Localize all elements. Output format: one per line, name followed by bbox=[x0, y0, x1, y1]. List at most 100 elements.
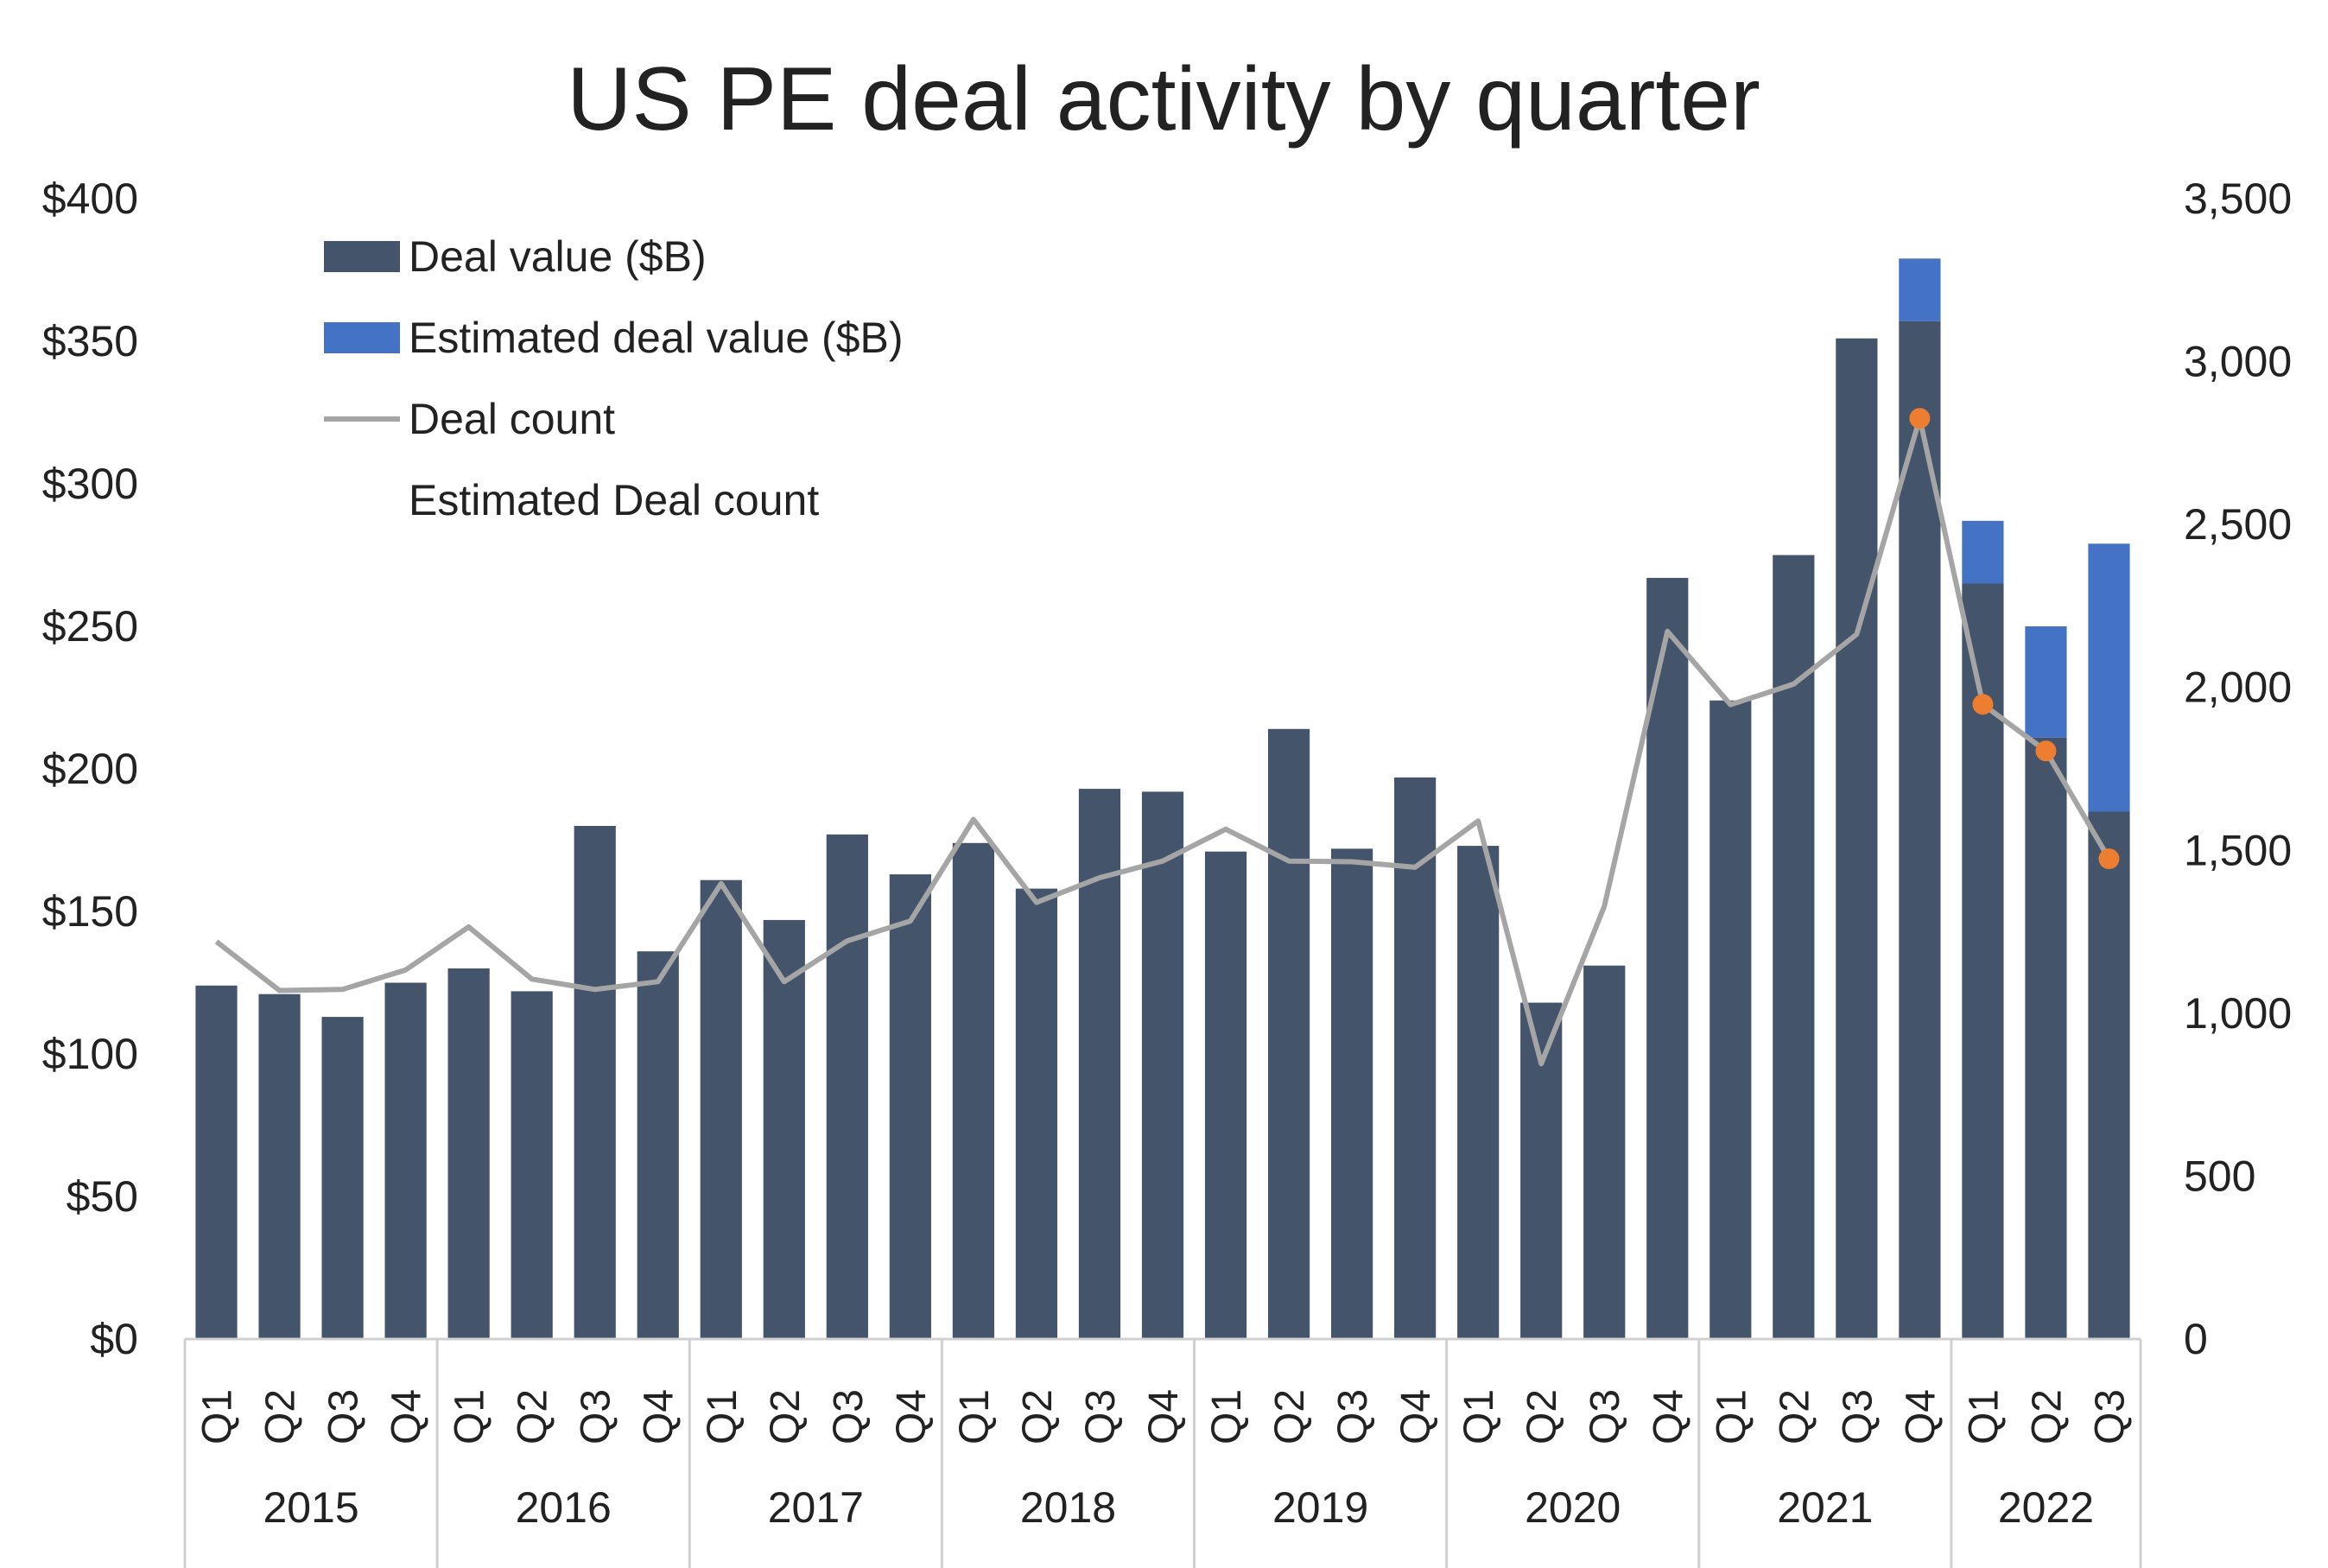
legend-label: Deal count bbox=[409, 395, 615, 443]
deal-value-bar bbox=[1646, 577, 1689, 1339]
quarter-tick-label: Q4 bbox=[889, 1389, 935, 1444]
year-tick-label: 2016 bbox=[516, 1483, 612, 1532]
quarter-tick-label: Q3 bbox=[1583, 1389, 1628, 1444]
left-tick-label: $250 bbox=[42, 602, 138, 651]
year-tick-label: 2015 bbox=[263, 1483, 358, 1532]
deal-value-bar bbox=[2088, 811, 2130, 1339]
deal-value-bar bbox=[1267, 728, 1310, 1339]
right-axis: 0 500 1,000 1,500 2,000 2,500 3,000 3,500 bbox=[2184, 175, 2292, 1363]
deal-value-bar bbox=[321, 1017, 364, 1339]
right-tick-label: 500 bbox=[2184, 1152, 2255, 1200]
legend-label: Estimated Deal count bbox=[409, 476, 819, 524]
quarter-tick-label: Q2 bbox=[1267, 1389, 1313, 1444]
quarter-tick-label: Q1 bbox=[195, 1389, 241, 1444]
deal-value-bar bbox=[1583, 965, 1626, 1339]
quarter-tick-label: Q3 bbox=[321, 1389, 367, 1444]
left-tick-label: $50 bbox=[67, 1172, 138, 1221]
estimated-bars bbox=[1899, 258, 2130, 812]
right-tick-label: 0 bbox=[2184, 1315, 2208, 1363]
deal-value-bar bbox=[195, 985, 238, 1339]
deal-value-bar bbox=[1710, 700, 1752, 1339]
estimated-deal-count-marker bbox=[2098, 848, 2120, 870]
right-tick-label: 2,000 bbox=[2184, 663, 2292, 712]
legend-label: Deal value ($B) bbox=[409, 232, 707, 281]
estimated-deal-count-marker bbox=[1909, 408, 1931, 429]
chart-title: US PE deal activity by quarter bbox=[567, 49, 1760, 149]
year-tick-label: 2018 bbox=[1020, 1483, 1116, 1532]
quarter-tick-label: Q3 bbox=[2087, 1389, 2133, 1444]
year-tick-label: 2021 bbox=[1777, 1483, 1873, 1532]
deal-value-bar bbox=[1015, 888, 1058, 1339]
year-tick-label: 2022 bbox=[1998, 1483, 2094, 1532]
quarter-tick-label: Q1 bbox=[1961, 1389, 2007, 1444]
deal-value-bar bbox=[447, 968, 490, 1339]
estimated-deal-count-markers bbox=[1909, 408, 2120, 870]
deal-value-bar bbox=[826, 834, 868, 1339]
quarter-tick-label: Q2 bbox=[1015, 1389, 1061, 1444]
estimated-deal-value-bar bbox=[1962, 520, 2004, 584]
deal-value-bar bbox=[1330, 848, 1373, 1339]
right-tick-label: 2,500 bbox=[2184, 500, 2292, 549]
deal-value-bar bbox=[1520, 1002, 1563, 1339]
deal-value-bar bbox=[952, 842, 995, 1339]
deal-value-bar bbox=[1457, 846, 1500, 1339]
quarter-tick-label: Q2 bbox=[258, 1389, 304, 1444]
deal-value-bar bbox=[384, 982, 427, 1339]
deal-value-bar bbox=[763, 919, 805, 1339]
quarter-tick-label: Q3 bbox=[1078, 1389, 1124, 1444]
left-tick-label: $100 bbox=[42, 1030, 138, 1078]
deal-value-bar bbox=[258, 993, 301, 1339]
left-tick-label: $150 bbox=[42, 887, 138, 936]
right-tick-label: 1,000 bbox=[2184, 989, 2292, 1038]
quarter-tick-label: Q4 bbox=[1393, 1389, 1439, 1444]
deal-value-bar bbox=[1836, 338, 1878, 1340]
left-tick-label: $0 bbox=[90, 1315, 138, 1363]
quarter-tick-label: Q1 bbox=[700, 1389, 745, 1444]
deal-count-line bbox=[214, 416, 2112, 1067]
right-tick-label: 1,500 bbox=[2184, 826, 2292, 874]
estimated-deal-value-bar bbox=[2025, 626, 2067, 738]
left-tick-label: $300 bbox=[42, 460, 138, 508]
deal-value-bar bbox=[700, 879, 742, 1339]
deal-value-bar bbox=[1141, 791, 1184, 1339]
quarter-tick-label: Q2 bbox=[1772, 1389, 1817, 1444]
bars bbox=[195, 321, 2130, 1340]
deal-value-bar bbox=[889, 874, 931, 1339]
legend-swatch bbox=[324, 322, 400, 353]
estimated-deal-count-marker bbox=[1972, 694, 1994, 715]
left-tick-label: $350 bbox=[42, 317, 138, 365]
quarter-tick-label: Q4 bbox=[637, 1389, 682, 1444]
left-tick-label: $400 bbox=[42, 175, 138, 223]
deal-count-line-group bbox=[214, 416, 2112, 1067]
deal-value-bar bbox=[1204, 851, 1247, 1339]
left-axis: $0 $50 $100 $150 $200 $250 $300 $350 $400 bbox=[42, 175, 138, 1363]
quarter-tick-label: Q4 bbox=[1141, 1389, 1187, 1444]
legend-swatch bbox=[324, 241, 400, 272]
deal-value-bar bbox=[511, 991, 553, 1339]
left-tick-label: $200 bbox=[42, 745, 138, 793]
quarter-tick-label: Q1 bbox=[1204, 1389, 1250, 1444]
quarter-tick-label: Q2 bbox=[763, 1389, 809, 1444]
estimated-deal-value-bar bbox=[1899, 258, 1941, 321]
deal-value-bar bbox=[2025, 737, 2067, 1339]
quarter-tick-label: Q2 bbox=[1519, 1389, 1565, 1444]
deal-value-bar bbox=[574, 826, 616, 1339]
estimated-deal-value-bar bbox=[2088, 543, 2130, 812]
quarter-tick-label: Q1 bbox=[447, 1389, 493, 1444]
quarter-tick-label: Q2 bbox=[2024, 1389, 2070, 1444]
year-tick-label: 2017 bbox=[768, 1483, 864, 1532]
quarter-tick-label: Q3 bbox=[826, 1389, 872, 1444]
quarter-tick-label: Q2 bbox=[511, 1389, 556, 1444]
estimated-deal-count-marker bbox=[2035, 740, 2057, 762]
year-tick-label: 2020 bbox=[1525, 1483, 1621, 1532]
legend-label: Estimated deal value ($B) bbox=[409, 314, 904, 362]
quarter-tick-label: Q3 bbox=[574, 1389, 619, 1444]
quarter-tick-label: Q1 bbox=[1709, 1389, 1754, 1444]
year-tick-label: 2019 bbox=[1272, 1483, 1368, 1532]
deal-value-bar bbox=[637, 951, 679, 1339]
x-axis: Q1 Q2 Q3 Q4 Q1 Q2 Q3 Q4 Q1 Q2 Q3 Q4 Q1 Q2 Q3 Q4 Q1 Q2 Q3 Q4… bbox=[183, 1337, 2142, 1568]
quarter-tick-label: Q4 bbox=[1646, 1389, 1691, 1444]
quarter-tick-label: Q4 bbox=[1898, 1389, 1944, 1444]
